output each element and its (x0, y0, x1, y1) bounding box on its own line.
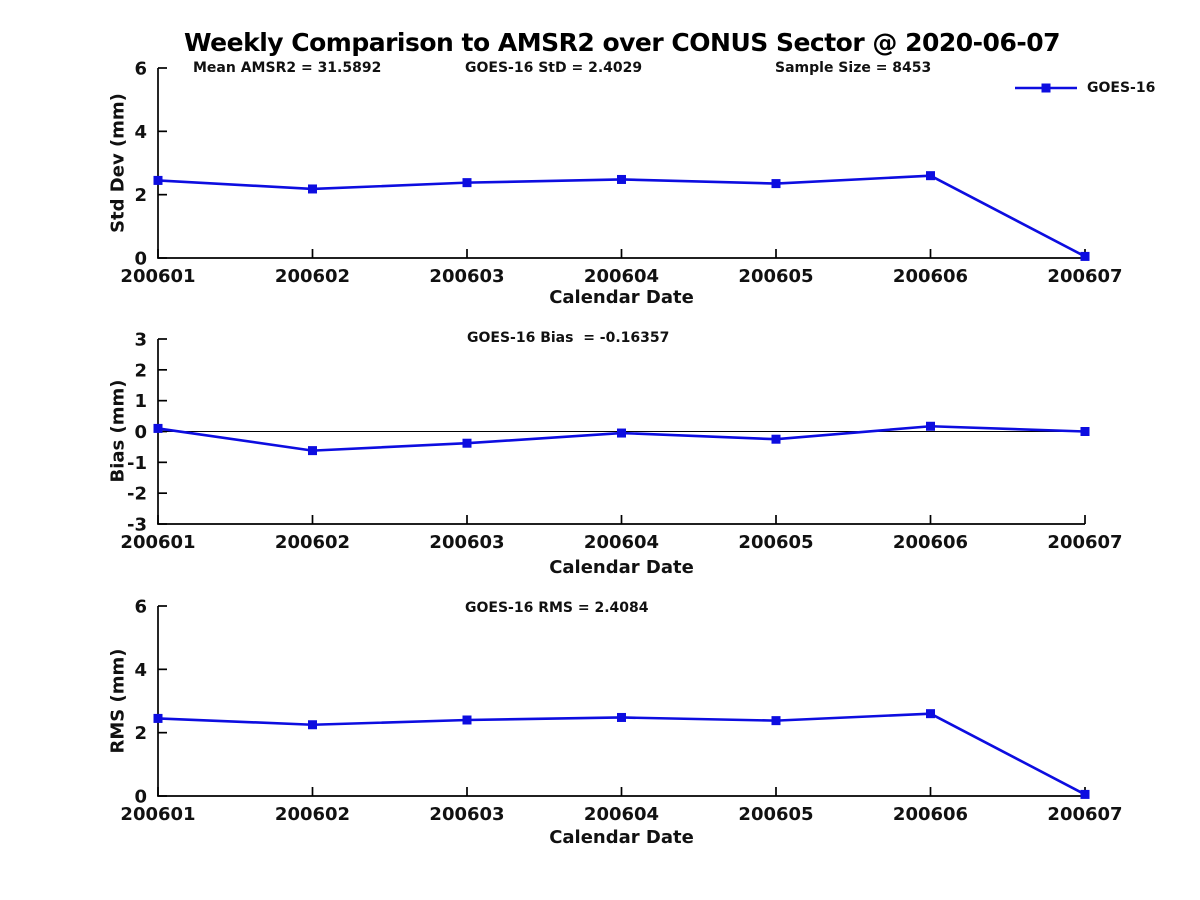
data-point-marker (308, 720, 317, 730)
y-tick-label: 4 (134, 122, 147, 143)
x-tick-label: 200603 (429, 532, 504, 553)
data-point-marker (1080, 251, 1090, 261)
x-tick-label: 200604 (584, 804, 659, 825)
data-point-marker (926, 171, 935, 181)
data-point-marker (1080, 789, 1090, 799)
x-tick-label: 200601 (120, 532, 195, 553)
x-tick-label: 200603 (429, 266, 504, 287)
annotation-goes16-bias: GOES-16 Bias = -0.16357 (467, 330, 670, 346)
data-point-marker (1080, 427, 1090, 436)
rms-plot: 0 2 4 6 200601 200602 200603 200604 200605 200606… (120, 597, 1122, 826)
data-point-marker (308, 184, 317, 194)
data-point-marker (462, 715, 472, 725)
x-tick-label: 200604 (584, 532, 659, 553)
legend-line-marker-icon (1015, 83, 1077, 93)
y-tick-label: -2 (127, 484, 147, 505)
data-point-marker (462, 438, 472, 448)
data-point-marker (617, 428, 626, 438)
legend-label: GOES-16 (1087, 80, 1156, 96)
chart-title: Weekly Comparison to AMSR2 over CONUS Se… (183, 28, 1061, 57)
y-tick-label: 0 (134, 422, 147, 443)
annotation-goes16-rms: GOES-16 RMS = 2.4084 (465, 600, 649, 616)
x-tick-label: 200602 (275, 804, 350, 825)
x-tick-label: 200601 (120, 804, 195, 825)
data-point-marker (153, 713, 163, 723)
y-tick-label: -3 (127, 515, 147, 536)
annotation-sample-size: Sample Size = 8453 (775, 60, 932, 76)
y-tick-label: 4 (134, 660, 147, 681)
y-tick-label: 6 (134, 59, 147, 80)
x-tick-label: 200601 (120, 266, 195, 287)
x-tick-label: 200604 (584, 266, 659, 287)
data-point-marker (771, 716, 781, 726)
data-point-marker (926, 709, 935, 719)
data-line (157, 712, 1086, 796)
x-axis-label-stddev: Calendar Date (549, 287, 694, 308)
y-tick-label: 2 (134, 185, 147, 206)
y-tick-label: 0 (134, 787, 147, 808)
y-tick-label: 1 (134, 391, 147, 412)
data-line (157, 174, 1086, 258)
x-tick-label: 200606 (893, 804, 968, 825)
data-point-marker (771, 434, 781, 444)
data-point-marker (617, 712, 626, 722)
data-point-marker (617, 174, 626, 184)
data-point-marker (926, 421, 935, 431)
y-tick-label: 2 (134, 360, 147, 381)
x-tick-label: 200605 (738, 266, 813, 287)
x-tick-label: 200602 (275, 266, 350, 287)
x-tick-label: 200606 (893, 266, 968, 287)
y-tick-label: -1 (127, 453, 147, 474)
x-tick-label: 200607 (1047, 532, 1122, 553)
x-tick-label: 200607 (1047, 804, 1122, 825)
y-tick-label: 2 (134, 723, 147, 744)
data-point-marker (153, 423, 163, 433)
x-axis-label-bias: Calendar Date (549, 557, 694, 578)
y-tick-label: 6 (134, 597, 147, 618)
y-tick-label: 3 (134, 330, 147, 351)
data-point-marker (462, 178, 472, 188)
data-point-marker (308, 446, 317, 456)
x-tick-label: 200607 (1047, 266, 1122, 287)
annotation-mean-amsr2: Mean AMSR2 = 31.5892 (193, 60, 382, 76)
x-tick-label: 200605 (738, 804, 813, 825)
x-axis-label-rms: Calendar Date (549, 827, 694, 848)
data-point-marker (153, 175, 163, 185)
y-tick-label: 0 (134, 249, 147, 270)
annotation-goes16-std: GOES-16 StD = 2.4029 (465, 60, 643, 76)
stddev-plot: 0 2 4 6 200601 200602 200603 200604 200605 200606… (120, 59, 1122, 288)
bias-plot: -3 -2 -1 0 1 2 3 200601 200602 200603 200604 200605… (120, 330, 1122, 554)
legend: GOES-16 (1014, 80, 1155, 96)
x-tick-label: 200603 (429, 804, 504, 825)
x-tick-label: 200606 (893, 532, 968, 553)
x-tick-label: 200602 (275, 532, 350, 553)
data-point-marker (771, 179, 781, 189)
x-tick-label: 200605 (738, 532, 813, 553)
